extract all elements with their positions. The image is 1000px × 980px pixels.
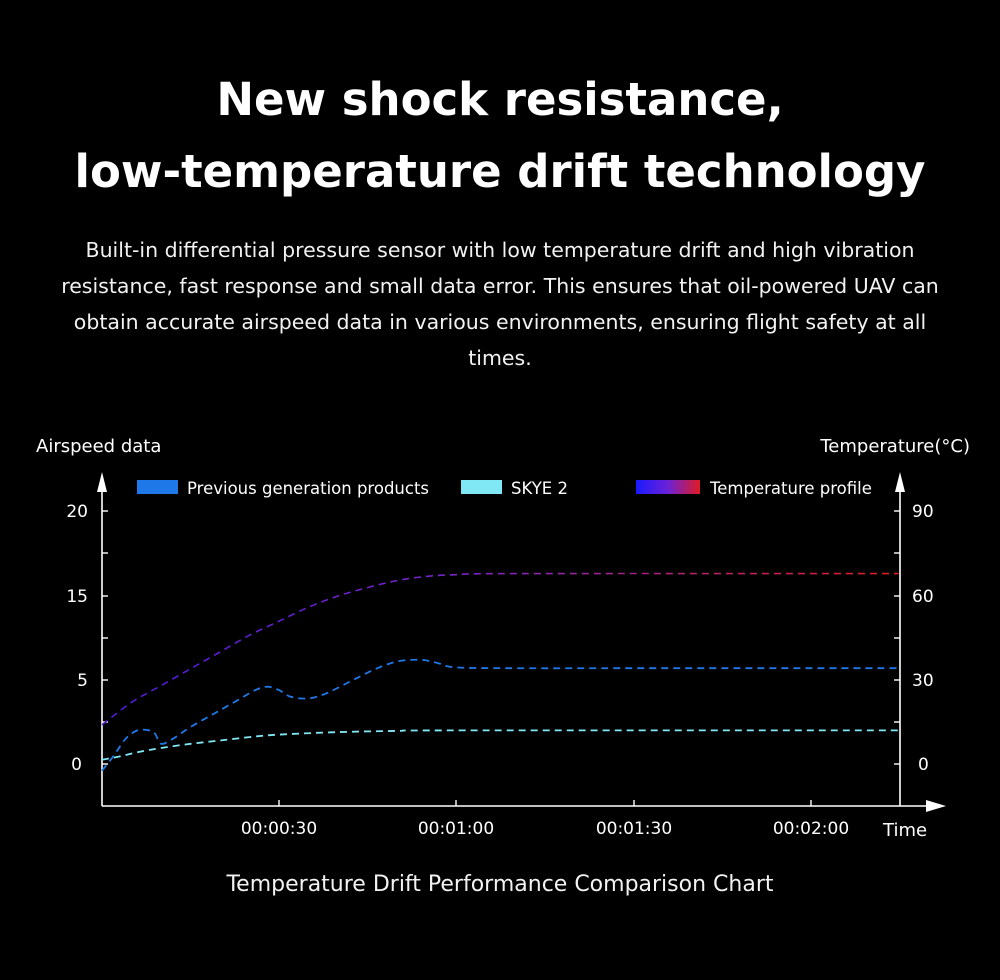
title-line-2: low-temperature drift technology [74,145,926,198]
y2-axis-label: Temperature(°C) [819,436,970,457]
x-tick-label: 00:01:30 [596,819,672,839]
legend-label-previous-generation: Previous generation products [187,479,429,498]
series-line-temperature-profile [101,572,899,726]
x-tick-label: 00:00:30 [241,819,317,839]
y2-tick-label: 90 [912,502,934,522]
x-tick-labels: 00:00:30 00:01:00 00:01:30 00:02:00 [241,819,849,839]
x-axis-label: Time [882,820,927,841]
y-tick-label: 5 [77,671,88,691]
description-text: Built-in differential pressure sensor wi… [61,238,939,370]
y2-tick-labels: 90 60 30 0 [912,502,934,775]
y-axis-label: Airspeed data [36,436,161,457]
title-line-1: New shock resistance, [216,73,784,126]
legend-swatch-previous-generation [137,480,178,494]
series-line-previous-generation [101,658,899,772]
chart-caption: Temperature Drift Performance Comparison… [226,872,774,897]
legend-label-skye-2: SKYE 2 [511,479,568,498]
legend: Previous generation products SKYE 2 Temp… [137,479,872,498]
drift-comparison-chart: Airspeed data Temperature(°C) Time 20 15 [36,436,970,841]
y2-axis-arrow [895,472,905,492]
y2-tick-label: 0 [918,755,929,775]
y-tick-label: 20 [66,502,88,522]
axes [97,472,946,812]
y-tick-label: 0 [71,755,82,775]
legend-label-temperature-profile: Temperature profile [709,479,872,498]
y2-tick-label: 60 [912,587,934,607]
series-layer [101,572,899,772]
x-tick-label: 00:02:00 [773,819,849,839]
page-title: New shock resistance, low-temperature dr… [0,64,1000,208]
x-axis-arrow [926,800,946,812]
x-tick-label: 00:01:00 [418,819,494,839]
legend-swatch-temperature-profile [636,480,700,494]
y-axis-arrow [97,472,107,492]
y2-tick-label: 30 [912,671,934,691]
legend-swatch-skye-2 [461,480,502,494]
series-line-skye-2 [101,729,899,761]
y-tick-labels: 20 15 5 0 [66,502,88,775]
y-tick-label: 15 [66,587,88,607]
ticks [102,510,900,806]
